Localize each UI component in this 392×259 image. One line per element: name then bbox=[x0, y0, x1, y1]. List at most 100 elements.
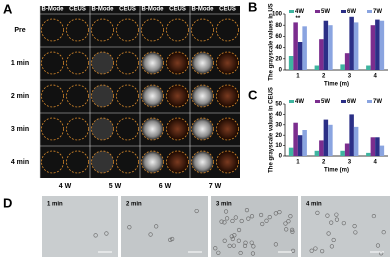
microbubble bbox=[334, 217, 340, 222]
annotation: ** bbox=[296, 16, 301, 22]
phantom-cell bbox=[141, 150, 164, 174]
phantom-cell bbox=[216, 84, 239, 108]
bar bbox=[340, 64, 345, 70]
x-tick-label: 1 bbox=[296, 160, 300, 166]
phantom-cell bbox=[91, 150, 114, 174]
microbubble bbox=[233, 215, 238, 220]
micrograph-label: 2 min bbox=[126, 202, 142, 208]
microbubble bbox=[230, 218, 235, 224]
microbubble bbox=[243, 240, 248, 245]
row-label: 1 min bbox=[11, 60, 29, 67]
y-tick-label: 50 bbox=[275, 102, 282, 108]
bar bbox=[370, 25, 376, 70]
panel-label: C bbox=[248, 87, 258, 102]
legend-label: 7W bbox=[373, 99, 382, 105]
microbubble bbox=[329, 244, 334, 249]
microbubble bbox=[170, 236, 175, 242]
microbubble bbox=[148, 232, 153, 237]
microbubble bbox=[329, 220, 334, 225]
microbubble bbox=[260, 221, 265, 227]
legend-label: 6W bbox=[347, 9, 356, 15]
phantom-cell bbox=[141, 51, 164, 75]
phantom-cell bbox=[66, 117, 89, 141]
microbubble bbox=[290, 248, 296, 253]
microbubble bbox=[371, 213, 376, 219]
phantom-cell bbox=[216, 117, 239, 141]
microbubble bbox=[315, 210, 320, 215]
bar bbox=[353, 126, 359, 156]
y-axis-label: The grayscale values in CEUS bbox=[269, 87, 275, 173]
phantom-cell bbox=[41, 18, 64, 42]
phantom-cell bbox=[66, 51, 89, 75]
column-label: 5 W bbox=[109, 183, 122, 190]
row-label: 3 min bbox=[11, 126, 29, 133]
y-tick-label: 10 bbox=[275, 143, 282, 149]
microbubble bbox=[213, 246, 218, 251]
microbubble bbox=[352, 223, 357, 229]
legend-label: 4W bbox=[295, 99, 304, 105]
bar bbox=[366, 152, 371, 156]
microbubble bbox=[236, 227, 242, 233]
bar bbox=[314, 150, 320, 156]
x-tick-label: 1 bbox=[296, 74, 300, 80]
bar bbox=[366, 65, 371, 70]
y-tick-label: 20 bbox=[275, 56, 282, 62]
legend-label: 6W bbox=[347, 99, 356, 105]
legend-swatch bbox=[341, 10, 346, 13]
phantom-cell bbox=[191, 84, 214, 108]
microbubble bbox=[239, 218, 244, 224]
bar bbox=[353, 22, 359, 70]
microbubble bbox=[223, 209, 229, 214]
phantom-cell bbox=[166, 18, 189, 42]
phantom-cell bbox=[66, 84, 89, 108]
phantom-cell bbox=[116, 117, 139, 141]
microbubble bbox=[104, 231, 109, 236]
bar bbox=[349, 16, 354, 70]
microbubble bbox=[379, 251, 384, 256]
microbubble bbox=[246, 216, 251, 221]
legend-swatch bbox=[367, 100, 372, 103]
bar bbox=[319, 39, 324, 70]
phantom-cell bbox=[191, 117, 214, 141]
x-tick-label: 3 bbox=[348, 160, 352, 166]
phantom-cell bbox=[116, 51, 139, 75]
mode-label: CEUS bbox=[169, 7, 186, 13]
micrograph-label: 1 min bbox=[47, 202, 63, 208]
microbubble bbox=[194, 208, 199, 214]
microbubble bbox=[216, 250, 221, 255]
x-axis-label: Time (m) bbox=[324, 82, 349, 88]
legend-swatch bbox=[315, 100, 320, 103]
bar bbox=[328, 25, 333, 70]
microbubble bbox=[93, 233, 98, 238]
microbubble bbox=[326, 231, 331, 236]
y-tick-label: 30 bbox=[275, 122, 282, 128]
microbubble bbox=[227, 243, 232, 248]
legend-label: 5W bbox=[321, 9, 330, 15]
legend-label: 5W bbox=[321, 99, 330, 105]
x-axis-label: Time (m) bbox=[324, 168, 349, 174]
bar bbox=[297, 135, 303, 156]
microbubble bbox=[230, 236, 235, 242]
microbubble bbox=[283, 221, 288, 226]
microbubble bbox=[267, 215, 272, 220]
microbubble bbox=[273, 242, 278, 247]
row-label: 4 min bbox=[11, 159, 29, 166]
microbubble bbox=[286, 219, 291, 224]
legend-swatch bbox=[289, 10, 294, 13]
column-label: 6 W bbox=[159, 183, 172, 190]
phantom-cell bbox=[191, 150, 214, 174]
y-tick-label: 60 bbox=[275, 34, 282, 40]
phantom-cell bbox=[66, 150, 89, 174]
microbubble bbox=[127, 225, 132, 230]
phantom-cell bbox=[116, 150, 139, 174]
panel-label: B bbox=[248, 0, 257, 14]
x-tick-label: 2 bbox=[322, 74, 326, 80]
microbubble bbox=[251, 244, 256, 249]
bar bbox=[302, 130, 307, 156]
phantom-cell bbox=[191, 18, 214, 42]
row-label: 2 min bbox=[11, 93, 29, 100]
bar bbox=[288, 147, 294, 156]
microbubble bbox=[231, 243, 236, 248]
microbubble bbox=[290, 229, 295, 234]
